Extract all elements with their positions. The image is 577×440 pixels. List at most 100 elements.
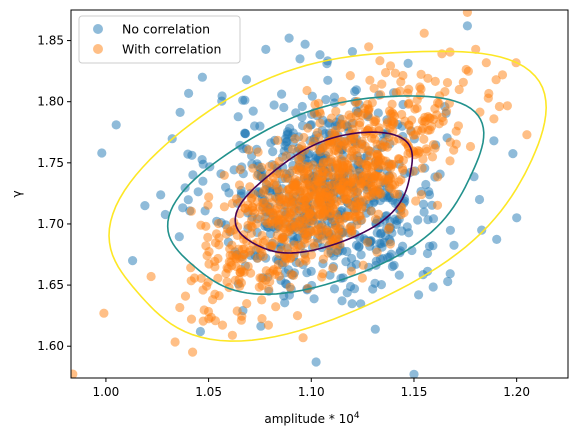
point-with-correlation	[231, 261, 241, 272]
point-no-correlation	[387, 261, 397, 272]
point-with-correlation	[494, 101, 504, 112]
point-with-correlation	[318, 157, 328, 167]
point-with-correlation	[454, 84, 464, 95]
point-with-correlation	[257, 273, 267, 283]
point-with-correlation	[442, 78, 453, 88]
point-with-correlation	[497, 70, 508, 80]
point-no-correlation	[187, 150, 197, 160]
point-with-correlation	[281, 151, 291, 161]
point-no-correlation	[449, 240, 459, 250]
point-with-correlation	[201, 241, 211, 251]
point-no-correlation	[477, 225, 487, 235]
point-with-correlation	[352, 186, 362, 196]
point-with-correlation	[398, 70, 408, 81]
point-with-correlation	[317, 222, 327, 232]
point-no-correlation	[241, 75, 252, 85]
point-no-correlation	[306, 266, 316, 276]
point-with-correlation	[433, 172, 443, 182]
point-with-correlation	[292, 311, 303, 321]
point-with-correlation	[188, 347, 198, 357]
point-with-correlation	[170, 337, 180, 347]
point-no-correlation	[349, 284, 360, 294]
y-axis: 1.60 1.65 1.70 1.75 1.80 1.85	[37, 34, 71, 353]
point-with-correlation	[246, 268, 256, 278]
point-with-correlation	[357, 202, 367, 212]
point-with-correlation	[416, 69, 426, 79]
point-with-correlation	[222, 263, 232, 273]
point-no-correlation	[195, 326, 205, 337]
point-with-correlation	[350, 212, 360, 222]
point-with-correlation	[379, 161, 389, 171]
point-with-correlation	[315, 118, 325, 128]
point-with-correlation	[462, 10, 472, 17]
point-no-correlation	[403, 58, 413, 68]
point-no-correlation	[315, 50, 325, 60]
point-no-correlation	[323, 75, 333, 85]
legend-marker-no-correlation	[93, 24, 103, 34]
point-with-correlation	[397, 109, 407, 120]
y-tick-label: 1.75	[37, 156, 64, 170]
point-with-correlation	[304, 162, 314, 172]
point-no-correlation	[160, 209, 170, 220]
point-with-correlation	[217, 320, 228, 330]
point-with-correlation	[261, 266, 271, 276]
point-with-correlation	[412, 95, 422, 105]
point-no-correlation	[250, 121, 260, 131]
point-no-correlation	[422, 248, 433, 259]
point-with-correlation	[372, 247, 382, 257]
point-with-correlation	[364, 111, 374, 121]
point-with-correlation	[407, 115, 417, 125]
contour-middle	[166, 95, 485, 295]
point-no-correlation	[297, 101, 307, 112]
point-with-correlation	[367, 167, 377, 178]
point-with-correlation	[201, 221, 211, 231]
point-no-correlation	[512, 213, 522, 223]
x-tick-label: 1.00	[93, 385, 120, 399]
point-with-correlation	[326, 180, 336, 191]
point-with-correlation	[451, 126, 461, 136]
point-no-correlation	[300, 39, 310, 49]
point-no-correlation	[240, 95, 250, 105]
point-with-correlation	[186, 206, 196, 216]
point-with-correlation	[232, 250, 242, 260]
point-no-correlation	[174, 232, 184, 242]
point-with-correlation	[287, 144, 298, 154]
point-with-correlation	[412, 103, 422, 113]
point-with-correlation	[320, 205, 330, 216]
point-with-correlation	[370, 117, 380, 127]
point-no-correlation	[356, 250, 366, 260]
point-with-correlation	[259, 185, 269, 196]
point-no-correlation	[370, 324, 380, 334]
point-with-correlation	[386, 184, 396, 194]
point-with-correlation	[272, 203, 282, 213]
point-no-correlation	[508, 149, 518, 159]
x-tick-label: 1.15	[401, 385, 428, 399]
point-with-correlation	[287, 200, 297, 211]
plot-frame	[70, 9, 569, 379]
point-with-correlation	[328, 263, 338, 273]
point-with-correlation	[310, 199, 320, 209]
point-no-correlation	[445, 225, 455, 235]
point-with-correlation	[264, 161, 274, 172]
legend-label-no-correlation: No correlation	[122, 22, 210, 37]
point-with-correlation	[374, 126, 384, 136]
point-with-correlation	[229, 217, 239, 227]
point-with-correlation	[295, 243, 305, 253]
point-with-correlation	[301, 256, 311, 266]
point-with-correlation	[489, 114, 499, 124]
point-no-correlation	[266, 138, 276, 148]
point-with-correlation	[370, 214, 381, 224]
point-no-correlation	[240, 129, 250, 139]
point-with-correlation	[198, 285, 208, 295]
point-with-correlation	[335, 184, 345, 194]
point-no-correlation	[140, 201, 150, 211]
point-with-correlation	[396, 175, 406, 185]
point-with-correlation	[257, 295, 267, 305]
point-with-correlation	[352, 219, 362, 229]
point-no-correlation	[279, 102, 289, 113]
point-no-correlation	[347, 299, 357, 309]
point-no-correlation	[309, 294, 319, 304]
point-with-correlation	[237, 311, 247, 321]
point-with-correlation	[331, 106, 341, 116]
point-with-correlation	[294, 203, 304, 213]
